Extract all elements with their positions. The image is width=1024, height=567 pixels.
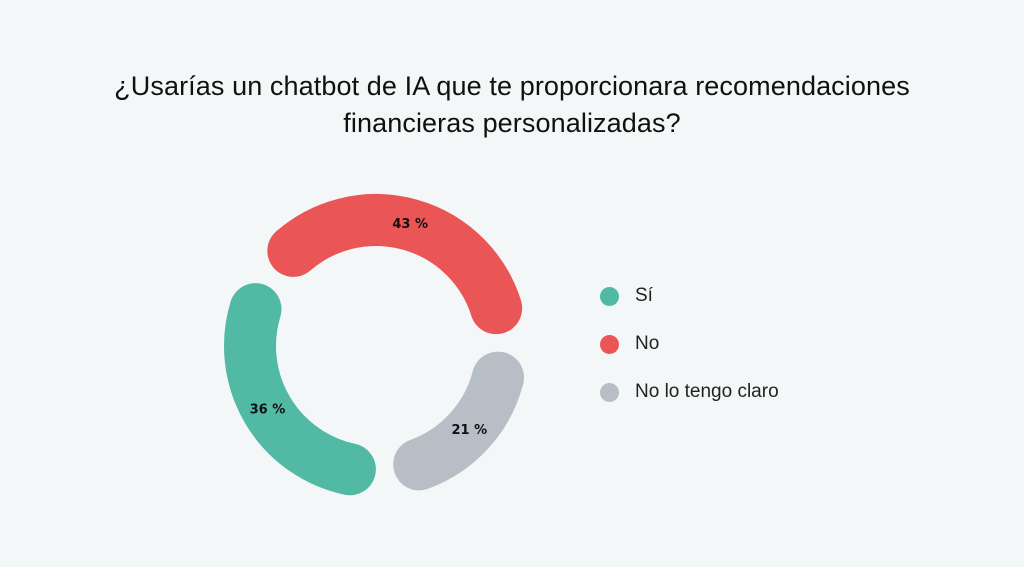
legend-item-no: No [600,332,779,356]
legend-label-si: Sí [635,285,653,306]
donut-slice-si [224,283,376,496]
legend-label-no-lo-tengo-claro: No lo tengo claro [635,381,779,402]
legend: Sí No No lo tengo claro [600,284,779,428]
chart-title-line-1: ¿Usarías un chatbot de IA que te proporc… [114,71,910,101]
donut-arcs [224,194,524,496]
donut-labels: 43 % 21 % 36 % [250,217,487,438]
legend-item-no-lo-tengo-claro: No lo tengo claro [600,380,779,404]
legend-label-no: No [635,333,660,354]
slice-label-no: 43 % [392,217,428,232]
donut-slice-no-lo-tengo-claro [393,351,524,491]
legend-swatch-no [600,334,619,354]
legend-swatch-no-lo-tengo-claro [600,382,619,402]
donut-slice-no [267,194,523,335]
chart-title: ¿Usarías un chatbot de IA que te proporc… [0,68,1024,142]
legend-item-si: Sí [600,284,779,308]
chart-title-line-2: financieras personalizadas? [343,108,681,138]
slice-label-no-lo-tengo-claro: 21 % [451,423,487,438]
legend-swatch-si [600,286,619,306]
slice-label-si: 36 % [250,402,286,417]
